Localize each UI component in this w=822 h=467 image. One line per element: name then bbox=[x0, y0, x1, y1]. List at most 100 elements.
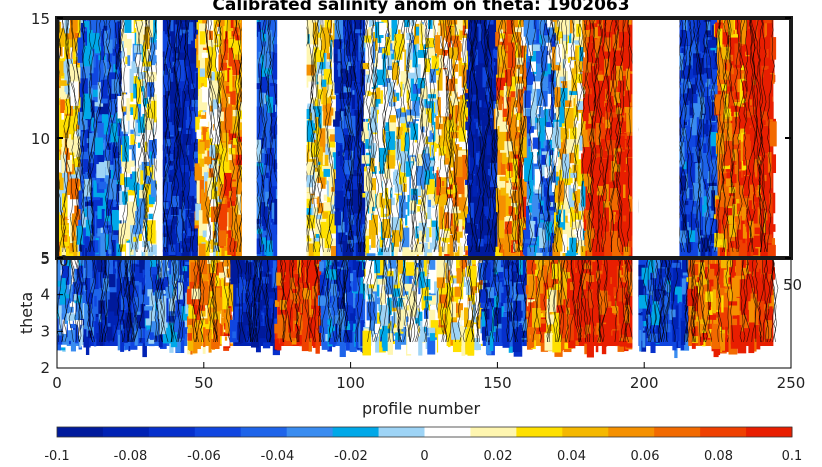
top-anomaly-patch bbox=[97, 203, 102, 219]
top-anomaly-patch bbox=[57, 229, 62, 248]
bottom-anomaly-patch bbox=[551, 312, 560, 336]
bottom-anomaly-patch bbox=[765, 281, 773, 296]
top-anomaly-patch bbox=[361, 131, 370, 142]
bottom-anomaly-patch bbox=[262, 342, 271, 349]
bottom-contour-line bbox=[651, 258, 656, 343]
bottom-contour-line bbox=[237, 258, 247, 343]
bottom-anomaly-patch bbox=[494, 300, 498, 327]
bottom-anomaly-patch bbox=[138, 316, 146, 329]
top-anomaly-patch bbox=[70, 110, 79, 134]
top-anomaly-patch bbox=[328, 136, 335, 148]
bottom-contour-line bbox=[333, 258, 342, 343]
top-anomaly-patch bbox=[173, 146, 179, 154]
top-anomaly-patch bbox=[464, 93, 472, 100]
top-anomaly-patch bbox=[445, 189, 453, 195]
top-anomaly-patch bbox=[382, 78, 391, 87]
bottom-contour-line bbox=[570, 258, 581, 343]
bottom-contour-line bbox=[690, 258, 696, 343]
top-anomaly-patch bbox=[365, 139, 372, 149]
top-anomaly-patch bbox=[184, 246, 190, 258]
bottom-anomaly-patch bbox=[214, 288, 221, 312]
top-anomaly-patch bbox=[332, 152, 337, 171]
bottom-anomaly-patch bbox=[316, 316, 322, 329]
top-anomaly-patch bbox=[140, 170, 144, 185]
top-anomaly-patch bbox=[369, 190, 376, 214]
top-anomaly-patch bbox=[82, 238, 85, 258]
top-anomaly-patch bbox=[453, 36, 460, 52]
bottom-anomaly-patch bbox=[291, 337, 299, 345]
top-anomaly-patch bbox=[410, 200, 417, 211]
top-anomaly-patch bbox=[449, 95, 454, 101]
top-anomaly-patch bbox=[112, 49, 119, 56]
top-anomaly-patch bbox=[89, 191, 98, 212]
top-anomaly-patch bbox=[158, 225, 167, 234]
top-anomaly-patch bbox=[410, 162, 413, 169]
bottom-anomaly-patch bbox=[568, 314, 574, 341]
bottom-contour-line bbox=[468, 258, 477, 343]
top-contour-line bbox=[165, 18, 180, 253]
top-anomaly-patch bbox=[64, 18, 70, 34]
top-anomaly-patch bbox=[83, 65, 90, 88]
bottom-anomaly-patch bbox=[549, 289, 557, 313]
bottom-anomaly-patch bbox=[711, 316, 721, 329]
top-anomaly-patch bbox=[69, 174, 79, 180]
top-contour-line bbox=[468, 18, 475, 253]
top-anomaly-patch bbox=[94, 152, 103, 174]
bottom-anomaly-patch bbox=[540, 319, 546, 324]
bottom-anomaly-patch bbox=[375, 336, 380, 353]
top-anomaly-patch bbox=[330, 39, 333, 60]
top-anomaly-patch bbox=[419, 221, 423, 241]
bottom-anomaly-patch bbox=[642, 332, 646, 348]
top-anomaly-patch bbox=[306, 64, 315, 76]
bottom-anomaly-patch bbox=[484, 258, 487, 267]
bottom-anomaly-patch bbox=[720, 337, 723, 346]
top-anomaly-patch bbox=[483, 216, 487, 226]
bottom-anomaly-patch bbox=[448, 258, 457, 277]
bottom-anomaly-patch bbox=[485, 335, 492, 355]
top-anomaly-patch bbox=[274, 44, 279, 53]
top-anomaly-patch bbox=[403, 124, 408, 138]
top-anomaly-patch bbox=[111, 239, 116, 258]
top-anomaly-patch bbox=[449, 235, 454, 258]
bottom-anomaly-patch bbox=[696, 326, 699, 346]
bottom-anomaly-patch bbox=[79, 324, 82, 348]
top-anomaly-patch bbox=[190, 88, 199, 100]
top-anomaly-patch bbox=[440, 206, 443, 231]
bottom-anomaly-patch bbox=[622, 264, 627, 285]
top-anomaly-patch bbox=[126, 201, 136, 226]
top-anomaly-patch bbox=[316, 221, 321, 233]
top-contour-line bbox=[136, 18, 150, 253]
top-contour-line bbox=[259, 18, 270, 253]
top-anomaly-patch bbox=[148, 194, 155, 205]
top-anomaly-patch bbox=[391, 217, 400, 235]
top-anomaly-patch bbox=[315, 116, 319, 130]
bottom-anomaly-patch bbox=[193, 305, 198, 315]
bottom-anomaly-patch bbox=[636, 264, 646, 277]
top-anomaly-patch bbox=[368, 143, 376, 158]
top-anomaly-patch bbox=[302, 208, 312, 215]
top-anomaly-patch bbox=[511, 199, 519, 215]
bottom-anomaly-patch bbox=[666, 328, 669, 339]
bottom-anomaly-patch bbox=[187, 316, 196, 328]
top-anomaly-patch bbox=[421, 86, 428, 100]
top-contour-line bbox=[406, 18, 419, 253]
top-anomaly-patch bbox=[164, 231, 172, 250]
bottom-anomaly-patch bbox=[117, 258, 123, 282]
top-anomaly-patch bbox=[432, 143, 437, 152]
top-anomaly-patch bbox=[437, 25, 441, 39]
top-anomaly-patch bbox=[498, 195, 506, 220]
top-anomaly-patch bbox=[356, 242, 364, 258]
bottom-anomaly-patch bbox=[289, 296, 295, 318]
bottom-anomaly-patch bbox=[463, 286, 468, 313]
bottom-anomaly-patch bbox=[341, 269, 350, 293]
top-anomaly-patch bbox=[391, 53, 397, 60]
bottom-anomaly-patch bbox=[748, 298, 757, 323]
bottom-anomaly-patch bbox=[700, 336, 704, 345]
top-anomaly-patch bbox=[466, 38, 472, 51]
top-anomaly-patch bbox=[320, 221, 327, 239]
top-anomaly-patch bbox=[339, 93, 347, 99]
top-anomaly-patch bbox=[108, 249, 113, 254]
bottom-contour-line bbox=[716, 258, 722, 343]
bottom-anomaly-patch bbox=[246, 331, 256, 336]
top-anomaly-patch bbox=[471, 26, 479, 45]
